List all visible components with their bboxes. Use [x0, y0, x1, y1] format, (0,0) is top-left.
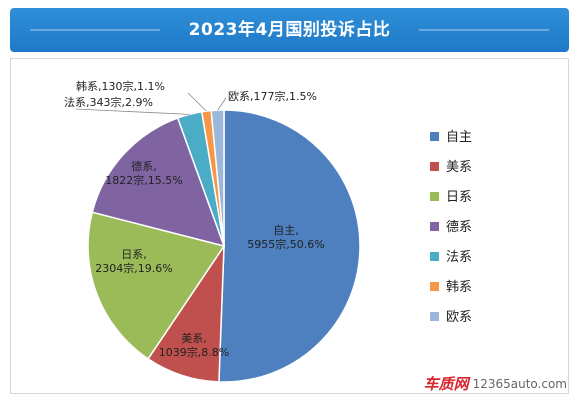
- legend-label-2: 美系: [446, 160, 472, 175]
- legend-label-4: 德系: [446, 220, 472, 235]
- legend-swatch-4: [430, 222, 439, 231]
- title-banner: 2023年4月国别投诉占比: [0, 0, 579, 64]
- watermark: 车质网 12365auto.com: [424, 373, 567, 394]
- legend-label-1: 自主: [446, 130, 472, 145]
- legend-swatch-7: [430, 312, 439, 321]
- legend-swatch-2: [430, 162, 439, 171]
- data-label-1: 自主, 5955宗,50.6%: [247, 224, 324, 251]
- legend-label-6: 韩系: [446, 280, 472, 295]
- data-label-4: 德系, 1822宗,15.5%: [105, 159, 182, 187]
- watermark-logo: 车质网: [423, 375, 469, 393]
- data-label-5: 法系,343宗,2.9%: [64, 95, 153, 109]
- title-bar: 2023年4月国别投诉占比: [10, 8, 569, 52]
- data-label-3: 日系, 2304宗,19.6%: [95, 248, 172, 275]
- legend-swatch-5: [430, 252, 439, 261]
- pie-slice-1: [218, 109, 361, 383]
- legend-label-7: 欧系: [446, 310, 472, 325]
- legend-label-5: 法系: [446, 250, 472, 265]
- legend-swatch-1: [430, 132, 439, 141]
- data-label-6: 韩系,130宗,1.1%: [76, 79, 165, 93]
- chart-title: 2023年4月国别投诉占比: [188, 20, 391, 40]
- pie-slice-7: [210, 109, 225, 247]
- leader-line-6: [187, 92, 207, 112]
- title-decoration: [30, 29, 549, 31]
- data-label-7: 欧系,177宗,1.5%: [228, 89, 317, 103]
- legend-swatch-3: [430, 192, 439, 201]
- data-label-2: 美系, 1039宗,8.8%: [159, 332, 229, 359]
- legend-swatch-6: [430, 282, 439, 291]
- legend-label-3: 日系: [446, 190, 472, 205]
- leader-line-5: [75, 108, 190, 115]
- pie-slice-3: [87, 211, 226, 360]
- watermark-url: 12365auto.com: [472, 376, 567, 391]
- leader-line-7: [217, 97, 227, 111]
- pie-slice-4: [91, 117, 226, 248]
